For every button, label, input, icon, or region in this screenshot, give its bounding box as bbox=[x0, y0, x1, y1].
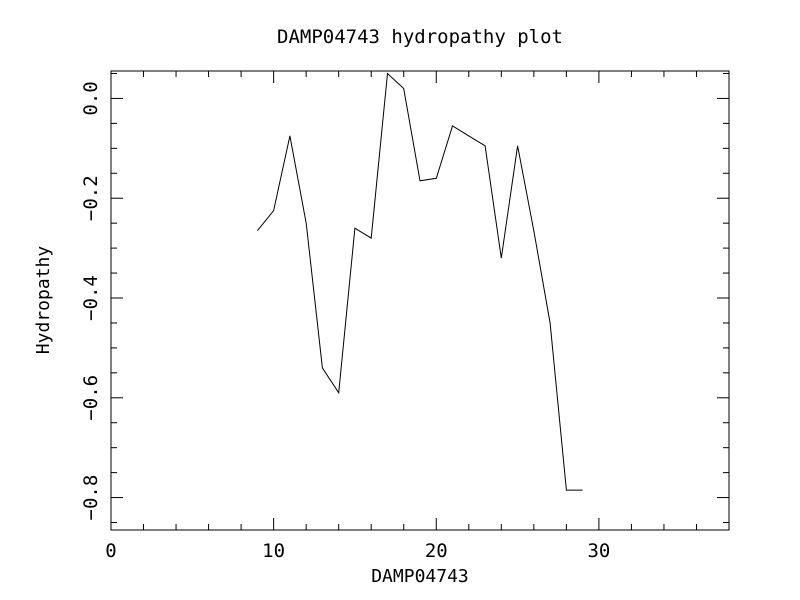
y-axis-ticks bbox=[111, 72, 729, 524]
x-axis-ticks bbox=[110, 71, 730, 530]
y-tick-label: −0.4 bbox=[80, 275, 102, 321]
x-axis-tick-labels: 0 10 20 30 bbox=[105, 540, 610, 562]
x-tick-label: 20 bbox=[425, 540, 448, 562]
y-tick-label: −0.2 bbox=[80, 175, 102, 221]
chart-title: DAMP04743 hydropathy plot bbox=[277, 26, 563, 48]
x-axis-label: DAMP04743 bbox=[371, 566, 469, 587]
x-tick-label: 30 bbox=[587, 540, 610, 562]
plot-frame bbox=[110, 70, 730, 531]
y-tick-label: −0.8 bbox=[80, 475, 102, 521]
x-tick-label: 10 bbox=[262, 540, 285, 562]
y-tick-label: −0.6 bbox=[80, 375, 102, 421]
y-axis-tick-labels: 0.0 −0.2 −0.4 −0.6 −0.8 bbox=[80, 81, 102, 520]
x-tick-label: 0 bbox=[105, 540, 116, 562]
y-tick-label: 0.0 bbox=[80, 81, 102, 115]
y-axis-label: Hydropathy bbox=[33, 246, 54, 355]
hydropathy-series-line bbox=[257, 72, 583, 491]
